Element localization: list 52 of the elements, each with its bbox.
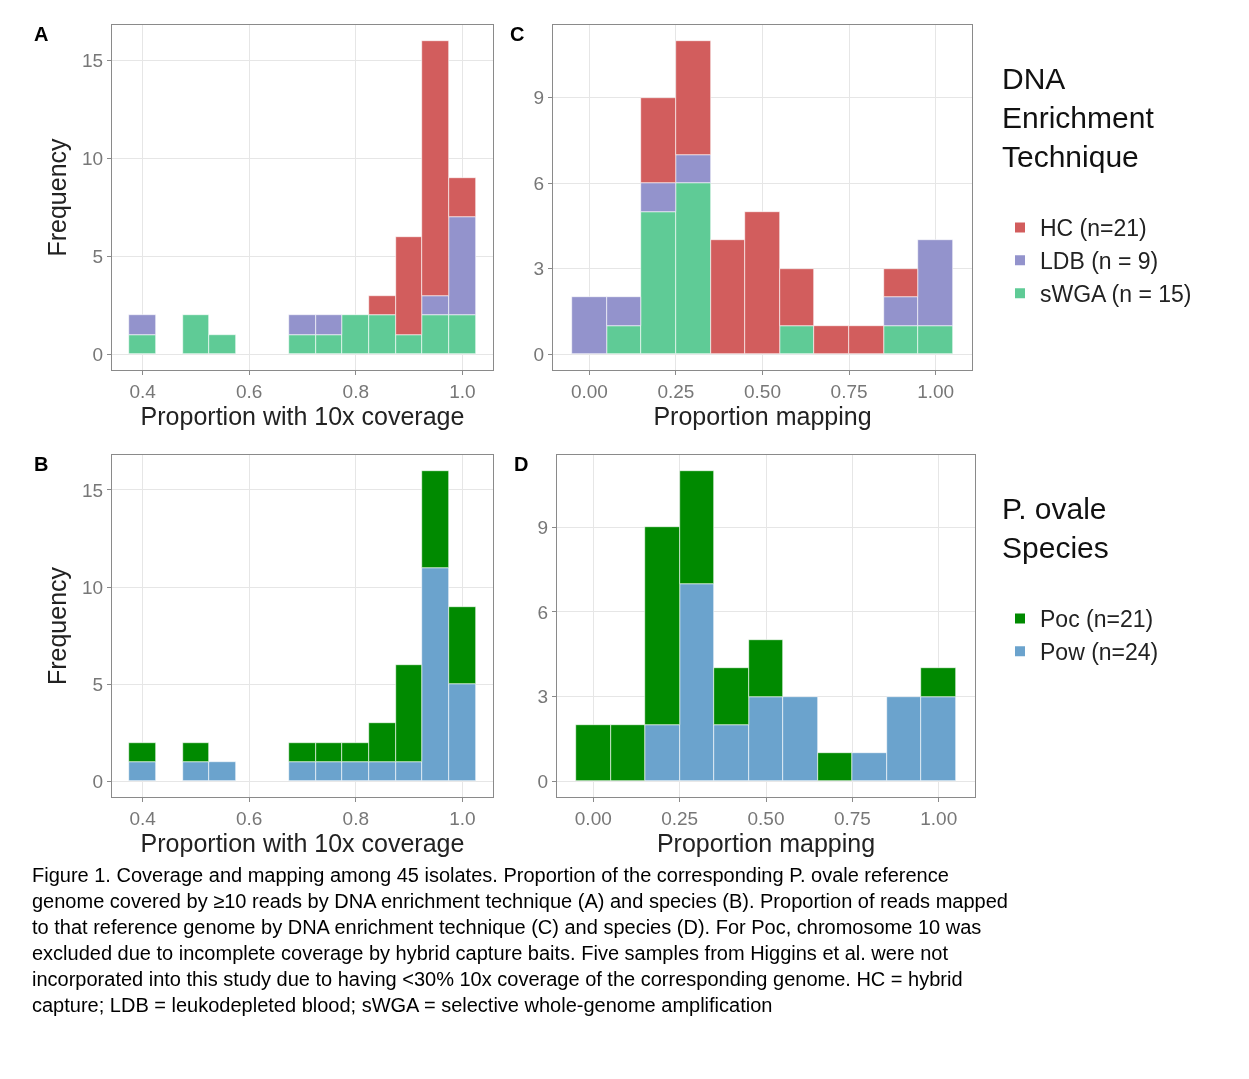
x-tick-label: 0.25 xyxy=(661,807,699,829)
legend-label: Pow (n=24) xyxy=(1040,639,1159,666)
x-tick-label: 0.25 xyxy=(657,380,695,402)
y-tick-label: 0 xyxy=(537,771,549,793)
legend-label: Poc (n=21) xyxy=(1040,606,1154,633)
x-tick-label: 0.00 xyxy=(574,807,612,829)
y-tick-label: 6 xyxy=(537,601,549,623)
x-tick-label: 0.4 xyxy=(129,380,157,402)
legend-label: LDB (n = 9) xyxy=(1040,248,1159,275)
y-tick-label: 15 xyxy=(82,479,104,501)
y-tick-label: 0 xyxy=(92,343,104,365)
caption: Figure 1. Coverage and mapping among 45 isolates. Proportion of the corresponding P. ovale reference genome covered by ≥10 reads by DNA enrichment technique (A) and species (B). Proportion of reads mapped to that reference genome by DNA enrichment technique (C) and species (D). For Poc, chromosome 10 was excluded due to incomplete coverage by hybrid capture baits. Five samples from Higgins et al. were not incorporated into this study due to having <30% 10x coverage of the corresponding genome. HC = hybrid capture; LDB = leukodepleted blood; sWGA = selective whole-genome amplification xyxy=(32,864,1008,1016)
y-tick-label: 6 xyxy=(533,172,545,194)
y-axis-title: Frequency xyxy=(42,566,71,686)
x-tick-label: 1.0 xyxy=(449,807,476,829)
x-tick-label: 0.8 xyxy=(342,807,369,829)
y-tick-label: 10 xyxy=(82,147,104,169)
chart-title: B xyxy=(34,453,49,475)
y-tick-label: 5 xyxy=(92,673,104,695)
chart-title: D xyxy=(514,453,529,475)
x-axis-title: Proportion mapping xyxy=(656,828,876,857)
x-axis-title: Proportion with 10x coverage xyxy=(140,401,465,430)
y-axis-title: Frequency xyxy=(42,137,71,257)
x-tick-label: 0.8 xyxy=(342,380,369,402)
x-tick-label: 1.00 xyxy=(920,807,958,829)
y-tick-label: 0 xyxy=(533,343,545,365)
x-axis-title: Proportion mapping xyxy=(653,401,872,430)
x-axis-title: Proportion with 10x coverage xyxy=(140,828,465,857)
legend-title: DNA Enrichment Technique xyxy=(1002,62,1155,173)
x-tick-label: 0.50 xyxy=(747,807,785,829)
legend-label: HC (n=21) xyxy=(1040,215,1147,242)
x-tick-label: 0.4 xyxy=(129,807,157,829)
legend-label: sWGA (n = 15) xyxy=(1040,281,1192,308)
legend-title: P. ovale Species xyxy=(1002,492,1109,564)
x-tick-label: 0.6 xyxy=(236,380,263,402)
y-tick-label: 9 xyxy=(533,87,545,109)
x-tick-label: 1.0 xyxy=(449,380,476,402)
chart-title: C xyxy=(510,23,525,45)
y-tick-label: 9 xyxy=(537,516,549,538)
y-tick-label: 10 xyxy=(82,576,104,598)
x-tick-label: 0.75 xyxy=(830,380,868,402)
y-tick-label: 3 xyxy=(537,686,549,708)
y-tick-label: 15 xyxy=(82,49,104,71)
x-tick-label: 0.00 xyxy=(570,380,608,402)
y-tick-label: 3 xyxy=(533,258,545,280)
x-tick-label: 0.75 xyxy=(833,807,871,829)
y-tick-label: 0 xyxy=(92,771,104,793)
y-tick-label: 5 xyxy=(92,245,104,267)
x-tick-label: 0.6 xyxy=(236,807,263,829)
x-tick-label: 0.50 xyxy=(744,380,781,402)
x-tick-label: 1.00 xyxy=(917,380,955,402)
chart-title: A xyxy=(34,23,49,45)
